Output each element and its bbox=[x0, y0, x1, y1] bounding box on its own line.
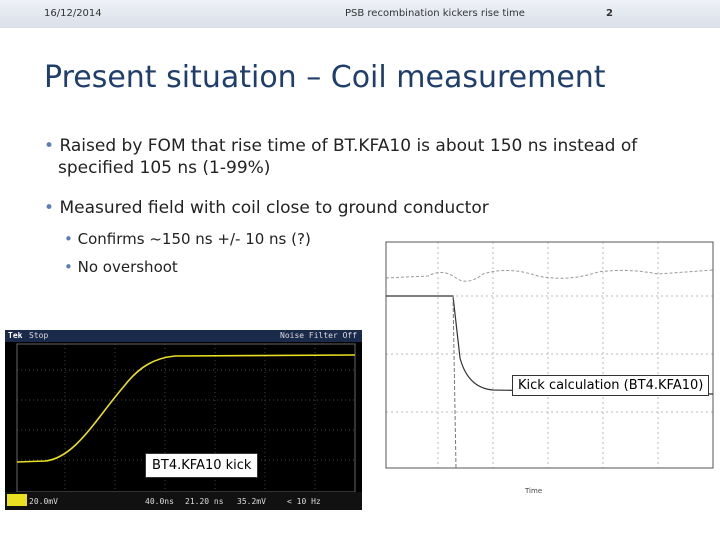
scope-timebase: 40.0ns bbox=[145, 497, 174, 506]
sub-bullet: No overshoot bbox=[78, 258, 178, 276]
scope-caption: BT4.KFA10 kick bbox=[145, 453, 259, 478]
bullet: Raised by FOM that rise time of BT.KFA10… bbox=[58, 135, 638, 179]
bullet: Measured field with coil close to ground… bbox=[58, 197, 638, 219]
scope-delay: 21.20 ns bbox=[185, 497, 224, 506]
scope-trigger: 35.2mV bbox=[237, 497, 266, 506]
header-date: 16/12/2014 bbox=[44, 8, 102, 19]
scope-brand: Tek bbox=[8, 331, 23, 340]
header-bar bbox=[0, 0, 720, 28]
kick-plot-image bbox=[385, 241, 714, 469]
plot-x-label: Time bbox=[525, 487, 543, 495]
scope-state: Stop bbox=[29, 331, 49, 340]
scope-screen bbox=[5, 330, 362, 510]
scope-rate: < 10 Hz bbox=[287, 497, 321, 506]
scope-filter: Noise Filter Off bbox=[280, 331, 358, 340]
slide-title: Present situation – Coil measurement bbox=[44, 60, 606, 95]
sub-bullet: Confirms ~150 ns +/- 10 ns (?) bbox=[78, 230, 311, 248]
page-number: 2 bbox=[606, 8, 613, 19]
oscilloscope-image: Tek Stop Noise Filter Off 20.0mV 40.0ns … bbox=[5, 330, 362, 510]
scope-channel: 20.0mV bbox=[29, 497, 58, 506]
header-title: PSB recombination kickers rise time bbox=[345, 8, 525, 19]
plot-caption: Kick calculation (BT4.KFA10) bbox=[512, 375, 710, 396]
